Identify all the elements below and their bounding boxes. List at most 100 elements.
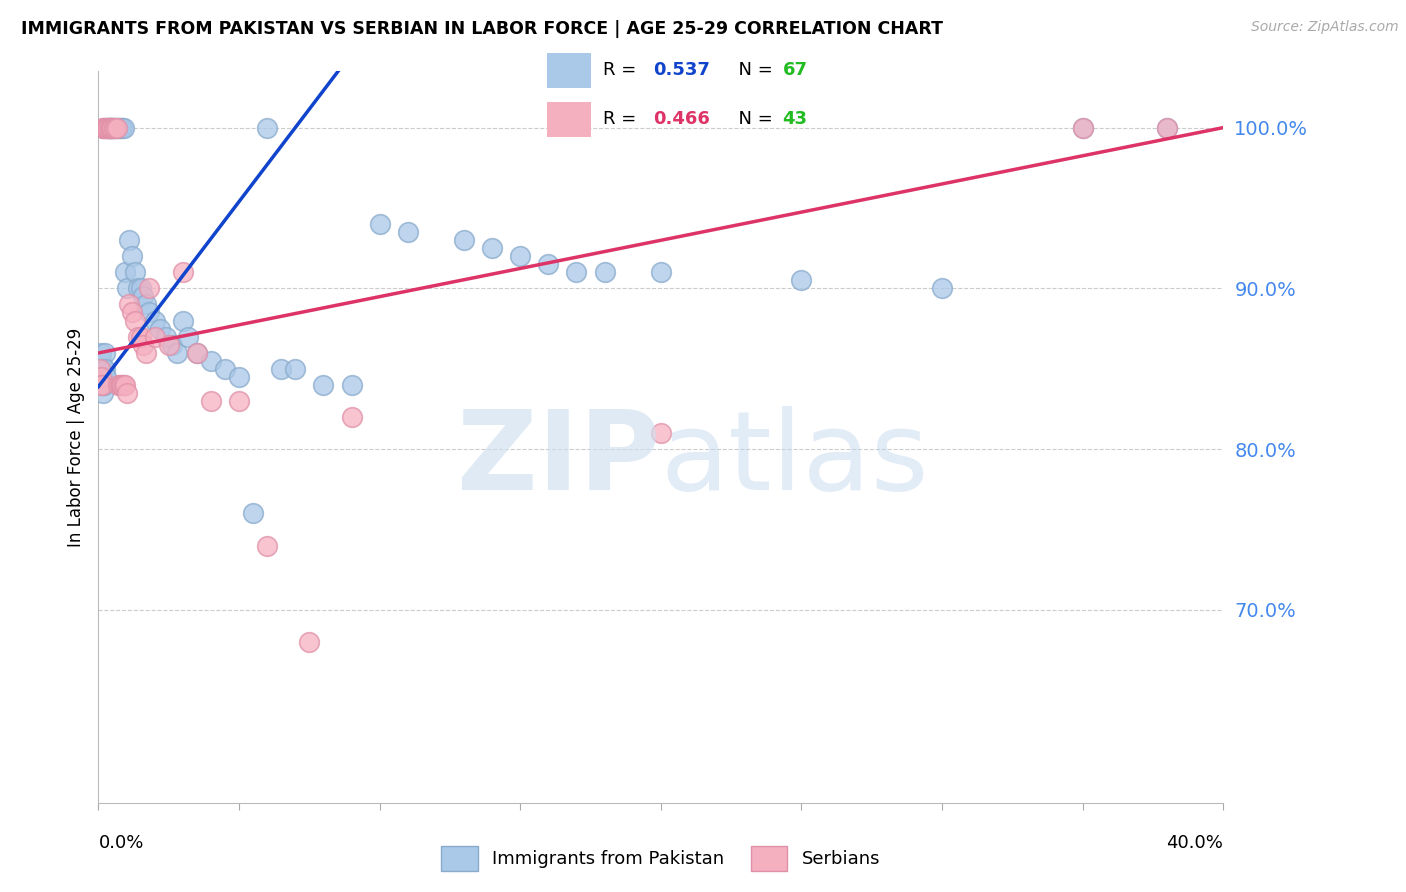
Point [172, 265, 194, 279]
Point [124, 265, 146, 279]
Point [104, 120, 127, 135]
Point [790, 273, 813, 287]
Point [160, 337, 183, 351]
Point [129, 281, 152, 295]
Point [115, 385, 138, 400]
Point [121, 305, 143, 319]
Point [90, 377, 112, 392]
Point [186, 345, 208, 359]
Point [242, 507, 264, 521]
Point [228, 393, 250, 408]
Text: Source: ZipAtlas.com: Source: ZipAtlas.com [1251, 20, 1399, 34]
Point [340, 377, 363, 392]
Point [90, 353, 112, 368]
Point [100, 120, 122, 135]
Point [481, 241, 503, 255]
Point [186, 345, 208, 359]
Text: 0.0%: 0.0% [98, 834, 143, 852]
Point [112, 120, 135, 135]
Bar [547, 102, 591, 137]
Point [172, 313, 194, 327]
Point [155, 329, 177, 343]
Point [284, 361, 307, 376]
Text: 0.466: 0.466 [652, 111, 710, 128]
Text: 0.537: 0.537 [652, 62, 710, 79]
Point [103, 120, 125, 135]
Text: N =: N = [727, 111, 779, 128]
Point [312, 377, 335, 392]
Point [96, 120, 118, 135]
Point [94, 120, 117, 135]
Point [107, 120, 129, 135]
Text: 43: 43 [783, 111, 807, 128]
Point [1071, 120, 1094, 135]
Point [453, 233, 475, 247]
Point [94, 361, 117, 376]
Bar [547, 53, 591, 87]
Point [157, 337, 180, 351]
Point [256, 539, 278, 553]
Point [114, 377, 136, 392]
Point [298, 635, 321, 649]
Point [143, 313, 166, 327]
Point [270, 361, 292, 376]
Point [98, 120, 121, 135]
Point [101, 120, 124, 135]
Point [396, 225, 419, 239]
Point [111, 120, 134, 135]
Point [135, 345, 157, 359]
Point [110, 120, 132, 135]
Point [132, 337, 155, 351]
Point [93, 361, 115, 376]
Point [177, 329, 200, 343]
Point [103, 120, 125, 135]
Point [108, 120, 131, 135]
Point [143, 329, 166, 343]
Point [98, 120, 121, 135]
Point [98, 120, 121, 135]
Point [509, 249, 531, 263]
Point [93, 120, 115, 135]
Point [93, 345, 115, 359]
Point [129, 329, 152, 343]
Text: 40.0%: 40.0% [1167, 834, 1223, 852]
Text: ZIP: ZIP [457, 406, 661, 513]
Point [91, 385, 114, 400]
Point [537, 257, 560, 271]
Point [115, 281, 138, 295]
Point [650, 265, 672, 279]
Point [105, 120, 128, 135]
Point [93, 120, 115, 135]
Point [96, 369, 118, 384]
Point [105, 120, 128, 135]
Point [565, 265, 588, 279]
Text: R =: R = [603, 111, 643, 128]
Point [1071, 120, 1094, 135]
Point [340, 409, 363, 424]
Point [127, 329, 149, 343]
Point [256, 120, 278, 135]
Point [90, 345, 112, 359]
Point [114, 265, 136, 279]
Point [149, 321, 172, 335]
Point [89, 361, 111, 376]
Point [107, 377, 129, 392]
Y-axis label: In Labor Force | Age 25-29: In Labor Force | Age 25-29 [66, 327, 84, 547]
Point [118, 297, 141, 311]
Text: R =: R = [603, 62, 643, 79]
Point [101, 120, 124, 135]
Point [214, 361, 236, 376]
Point [104, 120, 127, 135]
Point [101, 120, 124, 135]
Point [200, 353, 222, 368]
Point [110, 377, 132, 392]
Point [1156, 120, 1178, 135]
Point [228, 369, 250, 384]
Point [96, 120, 118, 135]
Point [91, 120, 114, 135]
Point [132, 289, 155, 303]
Point [593, 265, 616, 279]
Text: N =: N = [727, 62, 779, 79]
Point [121, 249, 143, 263]
Point [135, 297, 157, 311]
